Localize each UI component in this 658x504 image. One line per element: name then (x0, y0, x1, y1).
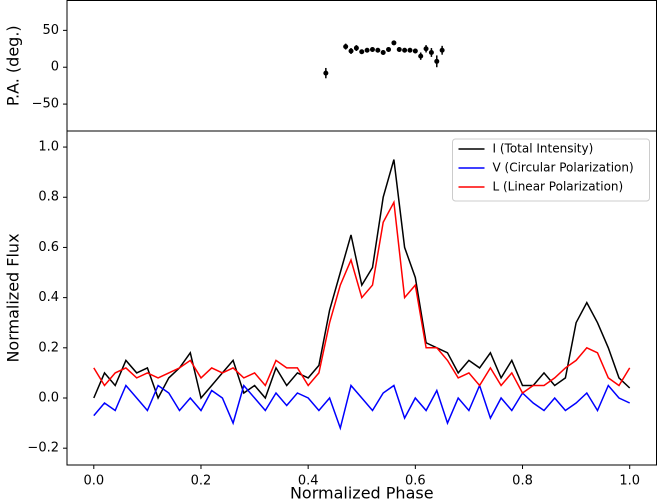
point (369, 47, 375, 53)
point (391, 40, 397, 46)
y-tick-label: −0.2 (27, 441, 59, 456)
point (434, 58, 440, 64)
y-tick-label: −50 (32, 97, 59, 112)
point (418, 53, 424, 59)
point (359, 49, 365, 55)
x-axis-label: Normalized Phase (290, 484, 434, 503)
legend-label: I (Total Intensity) (493, 142, 594, 156)
y-axis-label: Normalized Flux (4, 233, 23, 362)
legend-label: L (Linear Polarization) (493, 180, 624, 194)
point (343, 44, 349, 50)
y-tick-label: 0.6 (38, 240, 59, 255)
point (353, 45, 359, 51)
y-tick-label: 0.0 (38, 390, 59, 405)
y-tick-label: 1.0 (38, 140, 59, 155)
x-tick-label: 1.0 (619, 474, 640, 489)
point (380, 49, 386, 55)
point (402, 47, 408, 53)
point (439, 47, 445, 53)
y-tick-label: 0 (51, 60, 59, 75)
legend-label: V (Circular Polarization) (493, 161, 634, 175)
y-axis-label: P.A. (deg.) (4, 25, 23, 106)
y-tick-label: 0.2 (38, 340, 59, 355)
point (386, 47, 392, 53)
x-tick-label: 0.8 (512, 474, 533, 489)
axes-frame (66, 130, 657, 466)
point (375, 47, 381, 53)
x-tick-label: 0.6 (405, 474, 426, 489)
point (323, 70, 329, 76)
point (412, 48, 418, 54)
point (348, 48, 354, 54)
y-tick-label: 0.8 (38, 190, 59, 205)
y-tick-label: 50 (42, 23, 59, 38)
series-line (93, 159, 631, 400)
x-tick-label: 0.2 (191, 474, 212, 489)
y-tick-label: 0.4 (38, 290, 59, 305)
x-tick-label: 0.4 (298, 474, 319, 489)
series-line (93, 383, 631, 431)
point (407, 47, 413, 53)
point (396, 47, 402, 53)
point (428, 49, 434, 55)
legend-box (452, 138, 650, 202)
x-tick-label: 0.0 (83, 474, 104, 489)
axes-frame (66, 0, 657, 132)
series-line (93, 199, 631, 395)
point (364, 47, 370, 53)
point (423, 46, 429, 52)
